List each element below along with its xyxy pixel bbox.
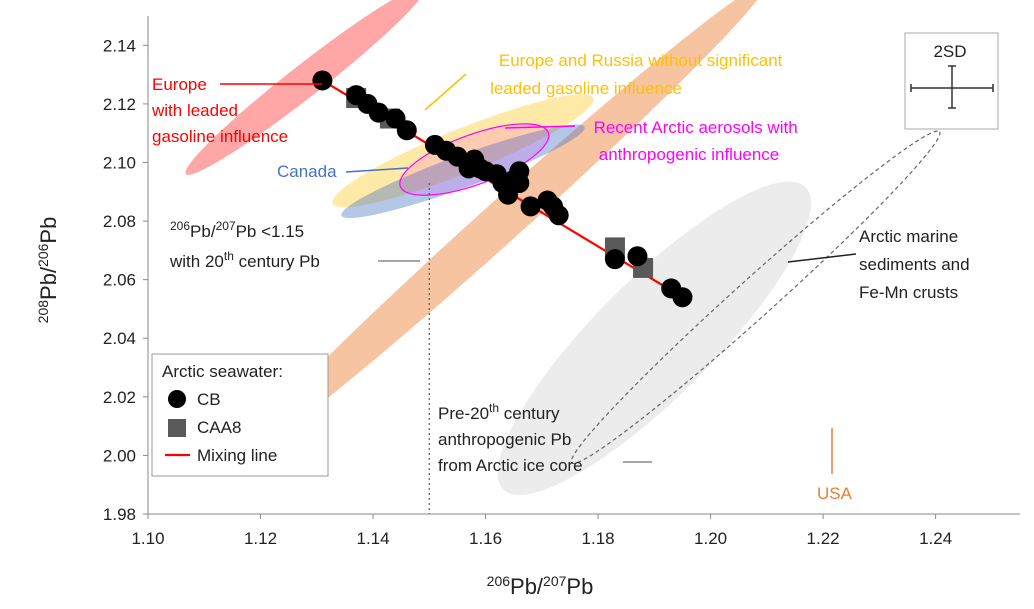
x-tick-label: 1.16: [469, 529, 502, 548]
ice-core-annotation: Pre-20th century anthropogenic Pb from A…: [438, 401, 583, 475]
data-points: [312, 70, 693, 308]
axes: [147, 16, 1020, 515]
legend-cb-label: CB: [197, 390, 221, 409]
region-usa: [238, 0, 767, 459]
y-title-pb1: Pb/: [36, 266, 61, 300]
x-title-pb2: Pb: [566, 574, 593, 599]
europe-annotation: Europe with leaded gasoline influence: [151, 75, 288, 146]
aerosol-leader: [504, 125, 576, 129]
x-title-pb1: Pb/: [510, 574, 544, 599]
cb-point: [509, 172, 530, 193]
cb-point: [368, 102, 389, 123]
y-tick-label: 2.14: [103, 36, 136, 55]
legend-title: Arctic seawater:: [162, 362, 283, 381]
x-tick-label: 1.20: [694, 529, 727, 548]
x-axis-title: 206Pb/207Pb: [487, 573, 594, 599]
y-tick-label: 2.10: [103, 153, 136, 172]
canada-leader: [345, 167, 409, 173]
x-tick-label: 1.12: [244, 529, 277, 548]
y-tick-label: 2.00: [103, 446, 136, 465]
y-tick-label: 2.08: [103, 212, 136, 231]
legend-mixing-line-label: Mixing line: [197, 446, 277, 465]
legend: Arctic seawater: CB CAA8 Mixing line: [151, 353, 329, 477]
x-title-sup1: 206: [487, 573, 511, 589]
cb-point: [548, 205, 569, 226]
europe-russia-leader: [424, 73, 467, 111]
y-axis-title: 208Pb/206Pb: [35, 217, 61, 324]
y-tick-labels: 1.98 2.00 2.02 2.04 2.06 2.08 2.10 2.12 2.14: [103, 36, 148, 524]
x-title-sup2: 207: [543, 573, 567, 589]
cb-point: [396, 120, 417, 141]
marine-annotation: Arctic marine sediments and Fe-Mn crusts: [859, 227, 974, 302]
cb-point: [604, 249, 625, 270]
arctic-aerosols-annotation: Recent Arctic aerosols with anthropogeni…: [594, 118, 803, 164]
legend-cb-marker: [168, 390, 186, 408]
y-title-sup2: 206: [35, 243, 51, 267]
x-tick-label: 1.24: [919, 529, 952, 548]
region-europe: [185, 0, 426, 175]
y-tick-label: 2.06: [103, 271, 136, 290]
y-title-pb2: Pb: [36, 217, 61, 244]
legend-caa8-marker: [168, 419, 186, 437]
region-ice-core: [497, 181, 812, 495]
y-title-sup1: 208: [35, 300, 51, 324]
error-bar-box: 2SD: [904, 32, 999, 130]
x-tick-label: 1.22: [807, 529, 840, 548]
y-tick-label: 2.12: [103, 95, 136, 114]
error-bar-label: 2SD: [933, 42, 966, 61]
cb-point: [312, 70, 333, 91]
cb-point: [520, 196, 541, 217]
cb-point: [627, 246, 648, 267]
threshold-annotation: 206Pb/207Pb <1.15 with 20th century Pb: [169, 219, 320, 271]
usa-annotation: USA: [817, 484, 853, 503]
x-tick-label: 1.10: [131, 529, 164, 548]
marine-leader: [787, 253, 857, 263]
region-marine: [570, 130, 941, 465]
y-tick-label: 2.02: [103, 388, 136, 407]
europe-russia-annotation: Europe and Russia without significant le…: [490, 51, 787, 98]
y-tick-label: 1.98: [103, 505, 136, 524]
annotation-leaders: [220, 73, 857, 474]
x-tick-label: 1.14: [356, 529, 389, 548]
canada-annotation: Canada: [277, 162, 337, 181]
x-tick-label: 1.18: [582, 529, 615, 548]
x-tick-labels: 1.10 1.12 1.14 1.16 1.18 1.20 1.22 1.24: [131, 514, 952, 548]
legend-caa8-label: CAA8: [197, 418, 241, 437]
cb-point: [672, 287, 693, 308]
y-tick-label: 2.04: [103, 329, 136, 348]
